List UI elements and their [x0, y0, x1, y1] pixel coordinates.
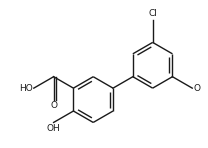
Text: O: O — [50, 101, 57, 110]
Text: OH: OH — [47, 124, 61, 133]
Text: HO: HO — [19, 84, 33, 93]
Text: Cl: Cl — [148, 9, 157, 18]
Text: O: O — [193, 84, 201, 93]
